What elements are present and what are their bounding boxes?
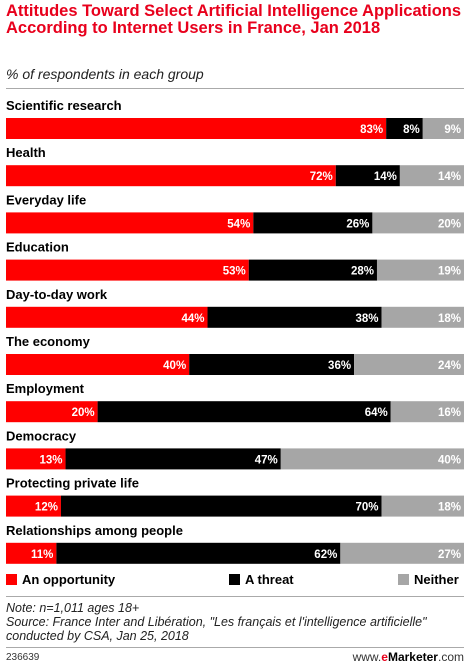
bar-a-threat-the-economy — [189, 354, 355, 375]
value-label-an-opportunity-employment: 20% — [72, 407, 95, 419]
bar-neither-employment — [390, 401, 464, 423]
bar-an-opportunity-protecting-private-life — [6, 495, 61, 517]
bar-a-threat-employment — [97, 401, 391, 423]
value-label-neither-protecting-private-life: 18% — [438, 502, 461, 514]
emarketer-logo: www.eMarketer.com — [352, 650, 464, 664]
chart-id: 236639 — [6, 652, 40, 663]
bar-neither-relationships-among-people — [340, 542, 464, 564]
bar-an-opportunity-everyday-life — [6, 212, 254, 234]
category-label-employment: Employment — [6, 381, 85, 396]
footer-divider — [6, 647, 464, 648]
value-label-a-threat-scientific-research: 8% — [403, 124, 420, 136]
bar-a-threat-scientific-research — [386, 118, 423, 139]
category-label-protecting-private-life: Protecting private life — [6, 476, 139, 491]
value-label-a-threat-everyday-life: 26% — [346, 218, 369, 230]
stacked-bar-chart: Scientific research 83% 8% 9% Health 72% 14% 14… — [6, 98, 464, 564]
value-label-neither-scientific-research: 9% — [444, 124, 461, 136]
value-label-a-threat-employment: 64% — [365, 407, 388, 419]
bar-an-opportunity-the-economy — [6, 354, 190, 375]
bar-an-opportunity-relationships-among-people — [6, 542, 57, 564]
chart-subtitle: % of respondents in each group — [6, 66, 204, 82]
bar-a-threat-protecting-private-life — [60, 495, 382, 517]
category-label-day-to-day-work: Day-to-day work — [6, 287, 108, 302]
legend-item-neither: Neither — [398, 572, 459, 587]
chart-title: Attitudes Toward Select Artificial Intel… — [6, 2, 462, 37]
bar-an-opportunity-health — [6, 165, 336, 187]
bar-a-threat-relationships-among-people — [56, 542, 341, 564]
source-line: Source: France Inter and Libération, "Le… — [6, 615, 427, 643]
value-label-a-threat-democracy: 47% — [255, 454, 278, 466]
bar-neither-the-economy — [354, 354, 464, 375]
value-label-a-threat-day-to-day-work: 38% — [356, 313, 379, 325]
value-label-an-opportunity-the-economy: 40% — [163, 360, 186, 372]
bar-a-threat-democracy — [65, 448, 281, 470]
value-label-a-threat-protecting-private-life: 70% — [356, 502, 379, 514]
legend-item-opportunity: An opportunity — [6, 572, 115, 587]
legend: An opportunity A threat Neither — [0, 572, 470, 588]
bar-an-opportunity-education — [6, 259, 249, 281]
value-label-neither-relationships-among-people: 27% — [438, 549, 461, 561]
value-label-an-opportunity-day-to-day-work: 44% — [181, 313, 204, 325]
bar-neither-education — [376, 259, 464, 281]
value-label-neither-everyday-life: 20% — [438, 218, 461, 230]
value-label-neither-employment: 16% — [438, 407, 461, 419]
value-label-a-threat-the-economy: 36% — [328, 360, 351, 372]
bar-an-opportunity-employment — [6, 401, 98, 423]
bar-neither-protecting-private-life — [381, 495, 464, 517]
bar-an-opportunity-democracy — [6, 448, 66, 470]
note-line: Note: n=1,011 ages 18+ — [6, 601, 140, 615]
bar-neither-day-to-day-work — [381, 306, 464, 328]
value-label-an-opportunity-protecting-private-life: 12% — [35, 502, 58, 514]
value-label-an-opportunity-everyday-life: 54% — [227, 218, 250, 230]
category-label-relationships-among-people: Relationships among people — [6, 523, 183, 538]
category-label-scientific-research: Scientific research — [6, 98, 122, 113]
bar-neither-health — [399, 165, 464, 187]
category-label-education: Education — [6, 240, 69, 255]
bar-a-threat-everyday-life — [253, 212, 373, 234]
bar-neither-scientific-research — [422, 118, 464, 139]
legend-label-neither: Neither — [414, 572, 459, 587]
legend-label-threat: A threat — [245, 572, 294, 587]
value-label-an-opportunity-relationships-among-people: 11% — [31, 549, 53, 561]
legend-item-threat: A threat — [229, 572, 294, 587]
value-label-an-opportunity-education: 53% — [223, 266, 246, 278]
value-label-a-threat-relationships-among-people: 62% — [314, 549, 337, 561]
category-label-everyday-life: Everyday life — [6, 192, 86, 207]
value-label-an-opportunity-health: 72% — [310, 171, 333, 183]
category-label-health: Health — [6, 145, 46, 160]
source-note: Note: n=1,011 ages 18+ Source: France In… — [6, 601, 464, 643]
legend-label-opportunity: An opportunity — [22, 572, 116, 587]
value-label-neither-democracy: 40% — [438, 454, 461, 466]
bar-a-threat-health — [335, 165, 400, 187]
value-label-neither-the-economy: 24% — [438, 360, 461, 372]
legend-swatch-neither — [398, 574, 409, 585]
value-label-an-opportunity-scientific-research: 83% — [360, 124, 383, 136]
bar-neither-democracy — [280, 448, 464, 470]
bar-neither-everyday-life — [372, 212, 464, 234]
value-label-neither-health: 14% — [438, 171, 461, 183]
bar-an-opportunity-day-to-day-work — [6, 306, 208, 328]
bar-an-opportunity-scientific-research — [6, 118, 387, 139]
top-divider — [6, 88, 464, 89]
value-label-an-opportunity-democracy: 13% — [40, 454, 63, 466]
value-label-neither-education: 19% — [438, 266, 461, 278]
value-label-a-threat-health: 14% — [374, 171, 397, 183]
bar-a-threat-education — [248, 259, 377, 281]
bar-a-threat-day-to-day-work — [207, 306, 382, 328]
category-label-the-economy: The economy — [6, 334, 91, 349]
value-label-a-threat-education: 28% — [351, 266, 374, 278]
value-label-neither-day-to-day-work: 18% — [438, 313, 461, 325]
category-label-democracy: Democracy — [6, 428, 77, 443]
bottom-divider — [6, 596, 464, 597]
legend-swatch-threat — [229, 574, 240, 585]
legend-swatch-opportunity — [6, 574, 17, 585]
